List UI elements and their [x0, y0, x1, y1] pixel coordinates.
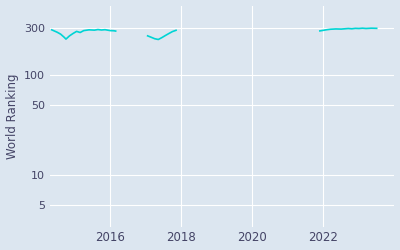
Y-axis label: World Ranking: World Ranking — [6, 73, 18, 159]
